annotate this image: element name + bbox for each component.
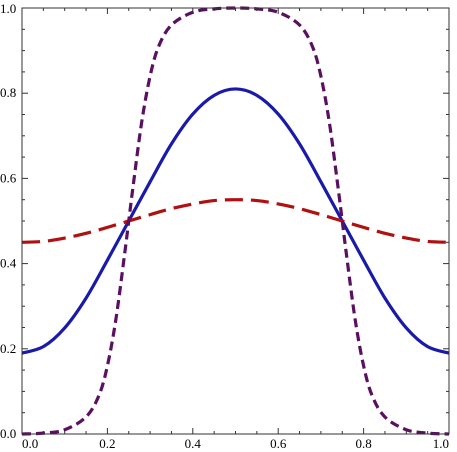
x-tick-label: 0.2 (99, 436, 115, 451)
x-tick-label: 0.6 (270, 436, 287, 451)
tick-marks (21, 7, 450, 435)
x-tick-labels: 0.0 0.2 0.4 0.6 0.8 1.0 (22, 436, 449, 451)
y-tick-label: 0.0 (0, 426, 16, 441)
x-tick-label: 0.4 (185, 436, 202, 451)
x-tick-label: 0.8 (355, 436, 371, 451)
y-tick-label: 0.8 (0, 85, 16, 100)
plot-frame (21, 7, 450, 435)
y-tick-label: 0.4 (0, 256, 17, 271)
y-tick-labels: 0.0 0.2 0.4 0.6 0.8 1.0 (0, 1, 17, 441)
series-line-1 (21, 87, 450, 355)
y-tick-label: 0.6 (0, 170, 17, 185)
x-tick-label: 0.0 (22, 436, 38, 451)
x-tick-label: 1.0 (433, 436, 449, 451)
series-line-3 (21, 6, 450, 436)
series-line-2 (21, 198, 450, 244)
y-tick-label: 1.0 (0, 1, 16, 16)
series-lines (21, 6, 450, 436)
y-tick-label: 0.2 (0, 341, 16, 356)
